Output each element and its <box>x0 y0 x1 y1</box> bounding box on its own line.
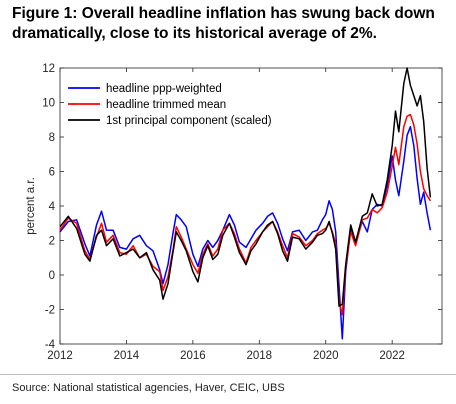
x-tick-label: 2022 <box>379 350 405 362</box>
y-tick-label: 10 <box>42 98 55 110</box>
legend-label-2: headline trimmed mean <box>106 99 226 111</box>
x-axis: 2012 2014 2016 2018 2020 2022 <box>47 68 405 362</box>
series-line-3 <box>59 67 432 307</box>
series-line-2 <box>59 113 432 316</box>
y-axis: -4 -2 0 2 4 6 8 10 12 <box>42 63 442 351</box>
y-tick-label: -2 <box>45 305 55 317</box>
y-tick-label: 6 <box>49 167 55 179</box>
series-line-1 <box>59 125 432 340</box>
y-tick-label: -4 <box>45 339 56 351</box>
source-note: Source: National statistical agencies, H… <box>12 382 285 394</box>
y-axis-label: percent a.r. <box>25 177 37 235</box>
x-tick-label: 2014 <box>114 350 140 362</box>
y-tick-label: 0 <box>49 270 55 282</box>
y-tick-label: 4 <box>49 201 56 213</box>
series-lines <box>59 67 432 340</box>
legend: headline ppp-weighted headline trimmed me… <box>68 83 272 127</box>
divider-line <box>0 374 456 375</box>
y-tick-label: 2 <box>49 236 55 248</box>
legend-label-3: 1st principal component (scaled) <box>106 115 272 127</box>
figure-title: Figure 1: Overall headline inflation has… <box>12 4 452 44</box>
figure-title-line-2: dramatically, close to its historical av… <box>12 25 377 42</box>
x-tick-label: 2012 <box>47 350 73 362</box>
figure-title-line-1: Figure 1: Overall headline inflation has… <box>12 5 435 22</box>
x-tick-label: 2018 <box>247 350 273 362</box>
x-tick-label: 2016 <box>180 350 206 362</box>
y-tick-label: 12 <box>42 63 55 75</box>
x-tick-label: 2020 <box>313 350 339 362</box>
legend-label-1: headline ppp-weighted <box>106 83 222 95</box>
y-tick-label: 8 <box>49 132 55 144</box>
